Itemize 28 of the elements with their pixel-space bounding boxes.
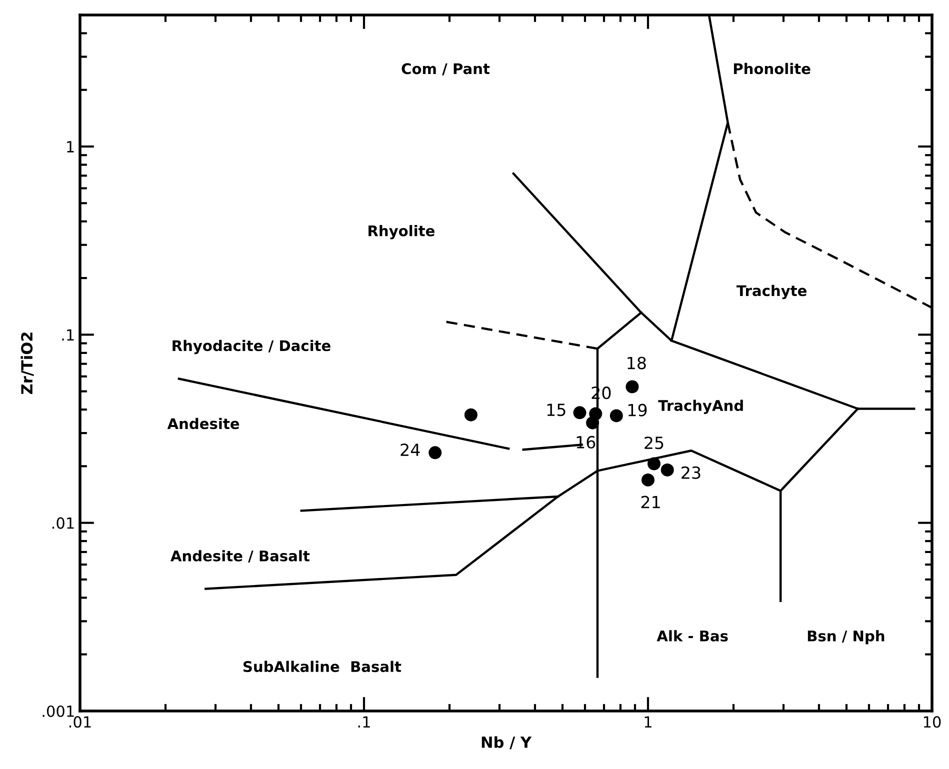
- annotation: Andesite / Basalt: [170, 550, 310, 563]
- annotation: Bsn / Nph: [808, 630, 884, 644]
- x-axis-title: Nb / Y: [482, 736, 532, 750]
- annotation: 18: [628, 356, 646, 370]
- annotation: 24: [400, 444, 420, 456]
- annotation: Trachyte: [736, 284, 807, 300]
- annotation: 16: [576, 436, 596, 449]
- annotation: SubAlkaline Basalt: [244, 660, 402, 672]
- annotation: Andesite: [167, 418, 240, 430]
- x-tick-label: 1: [644, 716, 652, 728]
- annotation: Rhyolite: [368, 225, 434, 240]
- annotation: 21: [641, 496, 660, 508]
- annotation: TrachyAnd: [658, 400, 743, 414]
- annotation: Alk - Bas: [656, 630, 728, 642]
- annotation: 23: [682, 466, 700, 479]
- annotation: Rhyodacite / Dacite: [172, 340, 330, 354]
- annotation: 25: [644, 436, 664, 450]
- annotation: Phonolite: [734, 62, 810, 74]
- x-tick-label: .1: [358, 716, 370, 728]
- annotation: 15: [547, 404, 566, 416]
- annotation: Com / Pant: [402, 63, 490, 76]
- x-tick-label: 10: [924, 716, 941, 728]
- y-tick-label: .01: [52, 517, 74, 529]
- y-tick-label: .001: [42, 705, 74, 718]
- y-tick-label: 1: [67, 141, 74, 152]
- y-tick-label: .1: [62, 329, 74, 340]
- y-axis-title: Zr/TiO2: [20, 332, 34, 394]
- annotation: 19: [628, 404, 647, 416]
